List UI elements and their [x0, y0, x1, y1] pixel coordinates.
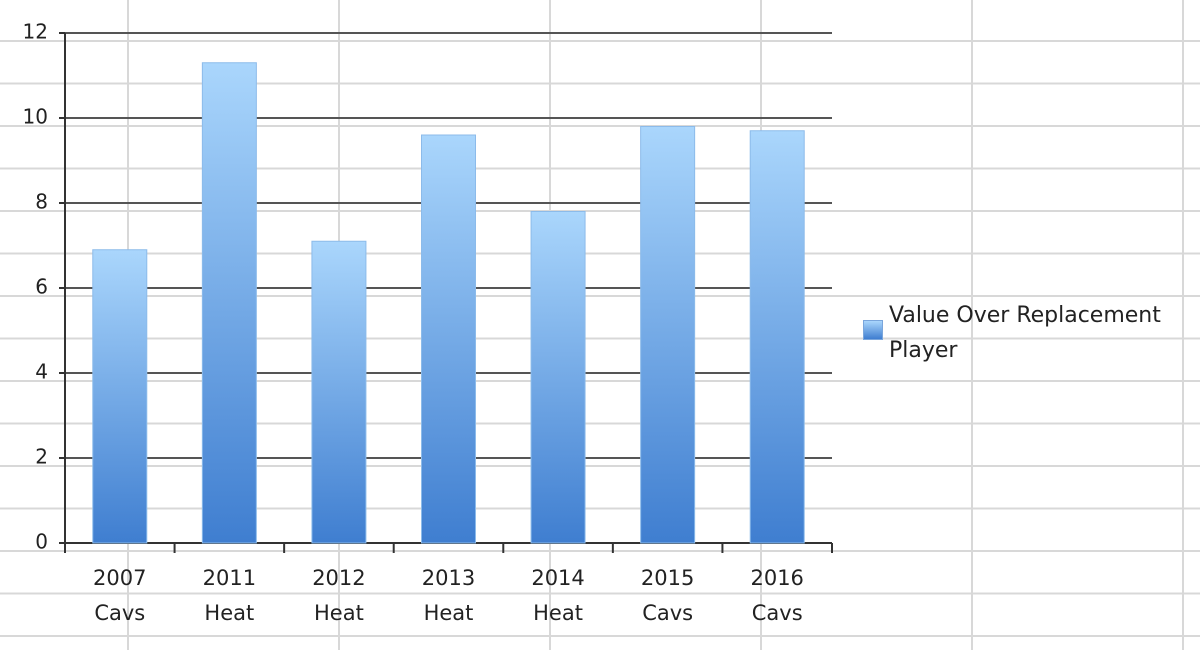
bar — [92, 249, 148, 544]
legend-label: Value Over Replacement Player — [889, 303, 1161, 363]
x-tick-label: 2014 Heat — [531, 566, 585, 625]
x-tick-label: 2015 Cavs — [640, 566, 695, 625]
bar — [421, 134, 476, 544]
bar — [640, 126, 696, 544]
x-tick-label: 2012 Heat — [312, 566, 366, 625]
x-tick-label: 2016 Cavs — [750, 566, 804, 625]
x-tick-label: 2007 Cavs — [93, 566, 147, 625]
bar — [201, 62, 257, 544]
y-tick-label: 6 — [35, 275, 48, 299]
bar — [749, 130, 805, 544]
y-tick-label: 12 — [23, 20, 48, 44]
bar — [311, 240, 367, 544]
y-tick-label: 8 — [35, 190, 48, 214]
x-tick-label: 2013 Heat — [421, 566, 476, 625]
y-tick-label: 4 — [35, 360, 48, 384]
y-tick-label: 2 — [35, 445, 48, 469]
x-tick-label: 2011 Heat — [202, 566, 257, 625]
y-tick-label: 10 — [23, 105, 48, 129]
bar — [530, 211, 586, 544]
y-tick-label: 0 — [35, 530, 48, 554]
legend-key — [863, 320, 883, 340]
